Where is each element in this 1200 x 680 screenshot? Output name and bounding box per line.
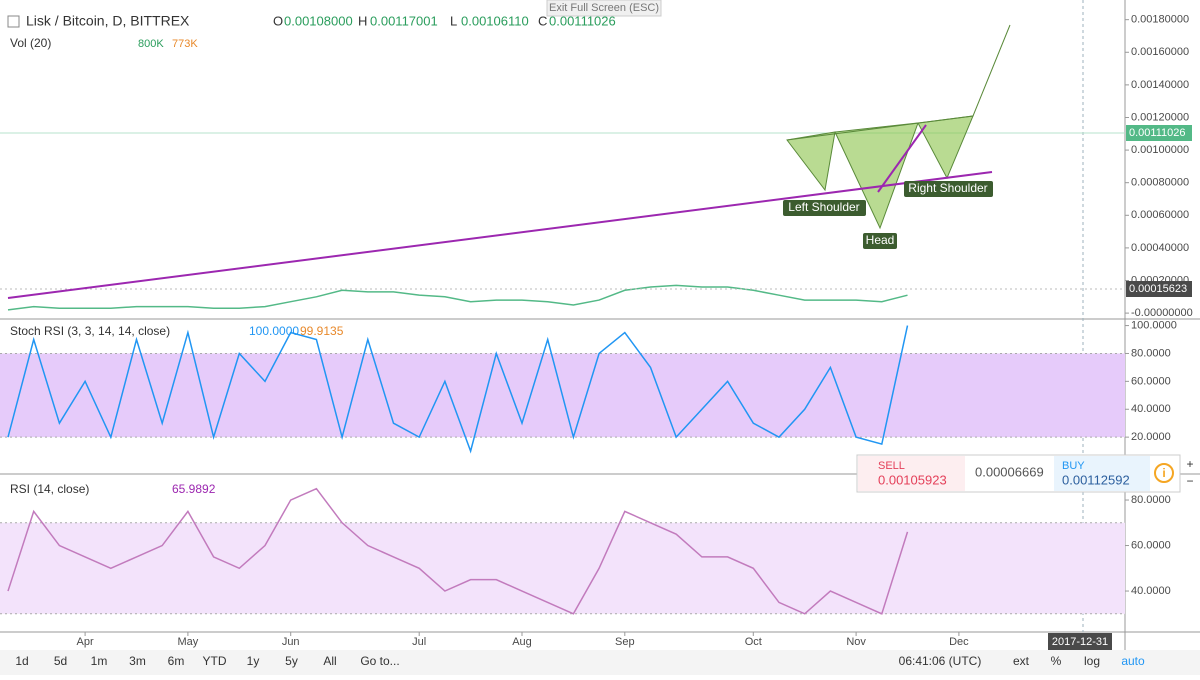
exit-fullscreen-label[interactable]: Exit Full Screen (ESC): [549, 2, 659, 14]
series-line: [7, 284, 908, 311]
indicator-title: RSI (14, close): [10, 482, 89, 496]
range-button[interactable]: 1m: [91, 654, 108, 668]
buy-button[interactable]: [1054, 456, 1150, 491]
buy-label[interactable]: BUY: [1062, 460, 1085, 472]
annotation: Right Shoulder: [908, 181, 987, 195]
trend-line: [7, 171, 993, 299]
range-button[interactable]: All: [323, 654, 336, 668]
y-tick-label: 0.00060000: [1131, 209, 1189, 221]
ohlc-key: H: [358, 13, 367, 28]
left-shoulder-shape: [786, 131, 836, 192]
y-tick-label: 0.00140000: [1131, 79, 1189, 91]
ohlc-key: C: [538, 13, 547, 28]
y-tick-label: 0.00180000: [1131, 14, 1189, 26]
y-tick-label: 0.00080000: [1131, 177, 1189, 189]
y-tick-label: 60.0000: [1131, 375, 1171, 387]
date-marker: [1048, 633, 1112, 650]
band: [0, 522, 1125, 614]
annotation: Head: [866, 233, 895, 247]
y-tick-label: 0.00160000: [1131, 46, 1189, 58]
zoom-out[interactable]: −: [1186, 474, 1193, 488]
range-button[interactable]: 3m: [129, 654, 146, 668]
x-tick-label: Apr: [77, 636, 94, 648]
x-tick-label: Oct: [745, 636, 762, 648]
y-tick-label: -0.00000000: [1131, 307, 1193, 319]
volume-value: 800K: [138, 38, 164, 50]
annotation-box: [783, 200, 866, 216]
exit-fullscreen[interactable]: [546, 0, 662, 17]
toolbar-option[interactable]: ext: [1013, 654, 1030, 668]
range-button[interactable]: 5y: [285, 654, 298, 668]
x-tick-label: Aug: [512, 636, 532, 648]
toolbar-option[interactable]: log: [1084, 654, 1100, 668]
ohlc-value: 0.00111026: [549, 13, 616, 28]
indicator-value: 100.0000: [249, 324, 299, 338]
info-icon[interactable]: [1154, 463, 1174, 483]
x-tick-label: Nov: [846, 636, 866, 648]
trend-line: [877, 124, 927, 193]
goto-button[interactable]: Go to...: [360, 654, 399, 668]
annotation-box: [904, 181, 993, 197]
price-badge-label: 0.00111026: [1129, 127, 1185, 139]
toolbar-option[interactable]: auto: [1121, 654, 1145, 668]
head-shape: [834, 122, 919, 230]
price-badge: [1126, 281, 1192, 297]
indicator-value: 65.9892: [172, 482, 216, 496]
range-button[interactable]: 5d: [54, 654, 67, 668]
y-tick-label: 0.00120000: [1131, 111, 1189, 123]
zoom-in[interactable]: +: [1186, 457, 1193, 471]
range-button[interactable]: 1d: [15, 654, 28, 668]
ohlc-value: 0.00106110: [461, 13, 529, 28]
ohlc-value: 0.00108000: [284, 13, 353, 28]
symbol: Lisk / Bitcoin, D, BITTREX: [26, 13, 190, 29]
y-tick-label: 80.0000: [1131, 347, 1171, 359]
ohlc-key: O: [273, 13, 283, 28]
collapse-icon[interactable]: [7, 15, 20, 28]
y-tick-label: 60.0000: [1131, 539, 1171, 551]
x-tick-label: Dec: [949, 636, 969, 648]
y-tick-label: 40.0000: [1131, 585, 1171, 597]
sell-button[interactable]: [858, 456, 965, 491]
range-button[interactable]: YTD: [203, 654, 227, 668]
info-icon-glyph[interactable]: i: [1162, 466, 1165, 480]
ohlc-key: L: [450, 13, 457, 28]
clock: 06:41:06 (UTC): [899, 654, 982, 668]
x-tick-label: Sep: [615, 636, 635, 648]
projection-line: [786, 24, 1011, 141]
price-badge-label: 0.00015623: [1129, 283, 1187, 295]
x-tick-label: May: [178, 636, 199, 648]
toolbar: [0, 650, 1200, 675]
sell-label[interactable]: SELL: [878, 460, 905, 472]
range-button[interactable]: 1y: [247, 654, 260, 668]
y-tick-label: 0.00040000: [1131, 242, 1189, 254]
buy-price[interactable]: 0.00112592: [1062, 472, 1130, 487]
range-button[interactable]: 6m: [168, 654, 185, 668]
date-marker-label: 2017-12-31: [1052, 636, 1108, 648]
y-tick-label: 40.0000: [1131, 403, 1171, 415]
y-tick-label: 0.00100000: [1131, 144, 1189, 156]
spread: 0.00006669: [975, 464, 1044, 479]
ohlc-value: 0.00117001: [370, 13, 438, 28]
indicator-value: 99.9135: [300, 324, 344, 338]
indicator-title: Stoch RSI (3, 3, 14, 14, close): [10, 324, 170, 338]
y-tick-label: 100.0000: [1131, 319, 1177, 331]
toolbar-option[interactable]: %: [1051, 654, 1062, 668]
price-badge: [1126, 125, 1192, 141]
y-tick-label: 20.0000: [1131, 431, 1171, 443]
annotation: Left Shoulder: [788, 200, 859, 214]
x-tick-label: Jul: [412, 636, 426, 648]
sell-price[interactable]: 0.00105923: [878, 472, 947, 487]
series-line: [7, 325, 909, 454]
y-tick-label: 80.0000: [1131, 494, 1171, 506]
series-line: [7, 487, 909, 615]
x-tick-label: Jun: [282, 636, 300, 648]
volume-label: Vol (20): [10, 36, 51, 50]
volume-value: 773K: [172, 38, 198, 50]
annotation-box: [863, 233, 897, 249]
